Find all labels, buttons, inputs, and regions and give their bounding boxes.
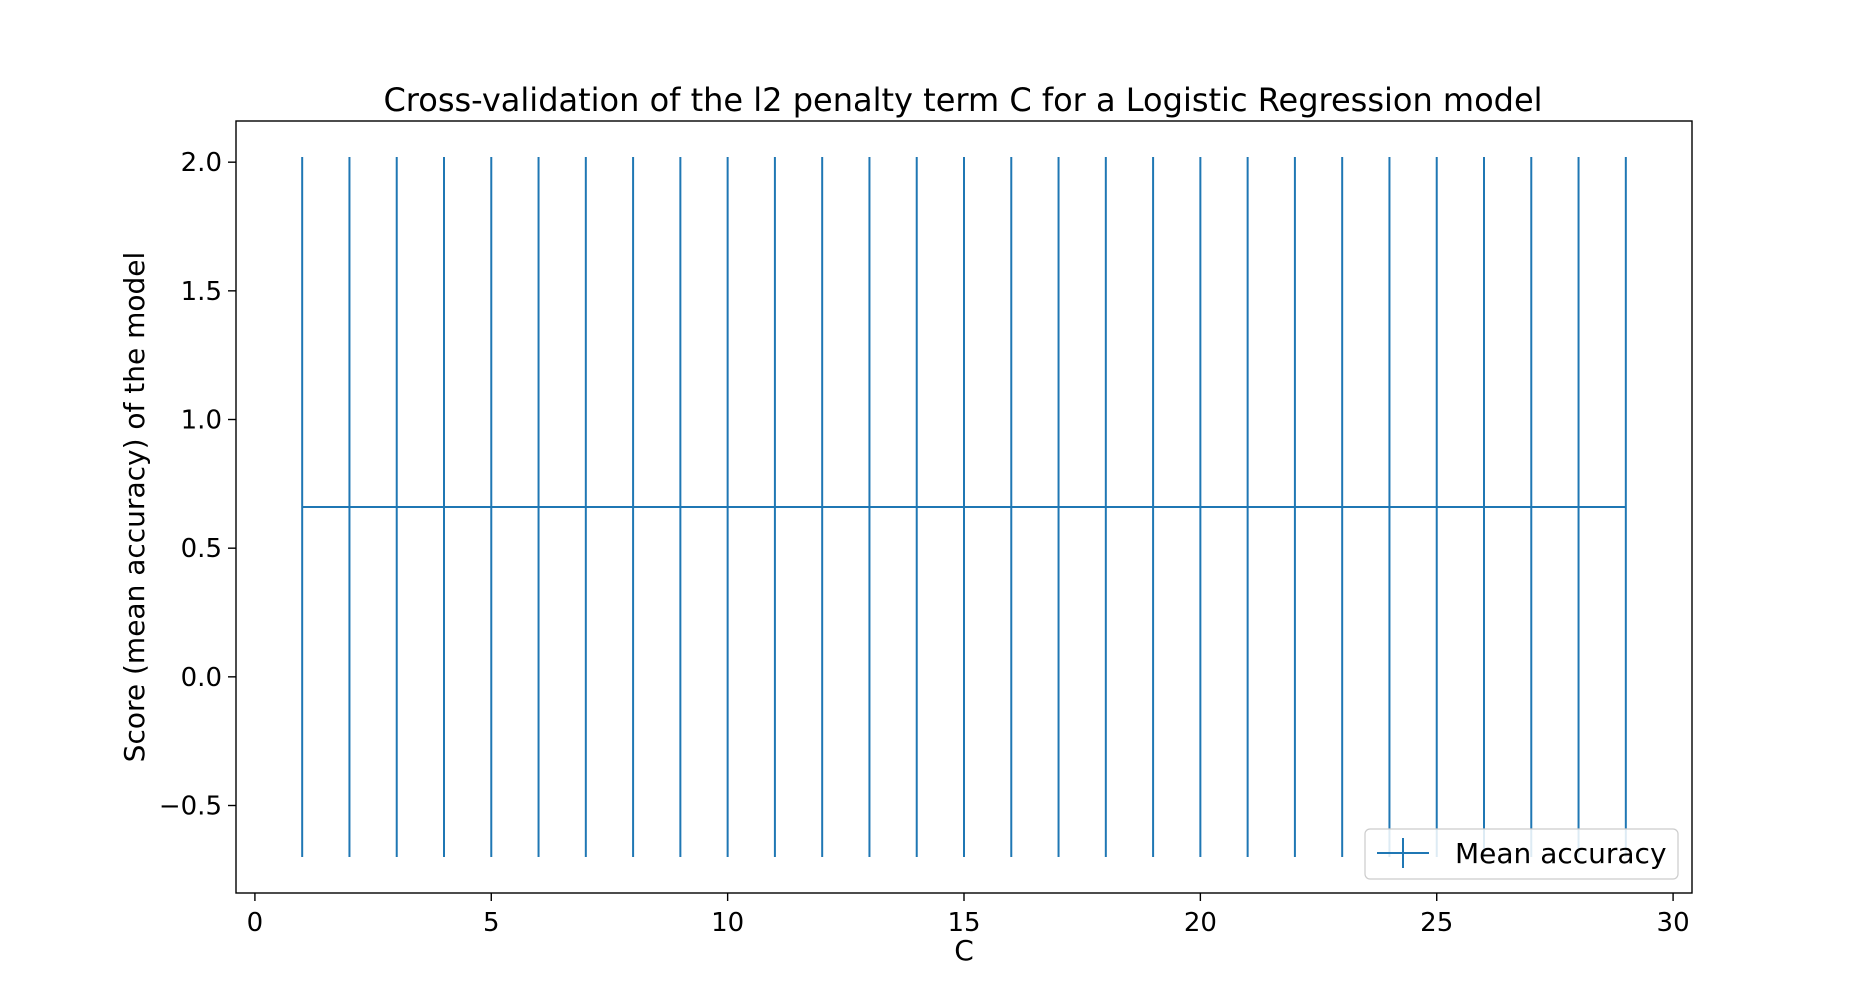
- plot-marks: [301, 157, 1627, 857]
- legend-label-mean-accuracy: Mean accuracy: [1455, 837, 1667, 870]
- x-tick-label: 10: [711, 908, 744, 938]
- legend: Mean accuracy: [1364, 828, 1679, 880]
- y-tick-label: 1.5: [181, 277, 222, 307]
- y-tick-label: 1.0: [181, 406, 222, 436]
- x-tick-label: 5: [483, 908, 500, 938]
- y-tick-label: −0.5: [159, 792, 222, 822]
- y-axis-label: Score (mean accuracy) of the model: [118, 252, 151, 763]
- y-tick-label: 0.0: [181, 663, 222, 693]
- y-tick-label: 0.5: [181, 534, 222, 564]
- x-tick-label: 30: [1657, 908, 1690, 938]
- x-tick-label: 20: [1184, 908, 1217, 938]
- x-axis: 0 5 10 15 20 25 30: [247, 893, 1690, 938]
- y-tick-label: 2.0: [181, 148, 222, 178]
- x-tick-label: 25: [1420, 908, 1453, 938]
- chart-title: Cross-validation of the l2 penalty term …: [383, 81, 1542, 119]
- x-tick-label: 15: [947, 908, 980, 938]
- x-tick-label: 0: [247, 908, 264, 938]
- y-axis: −0.5 0.0 0.5 1.0 1.5 2.0: [159, 148, 236, 822]
- x-axis-label: C: [954, 934, 974, 967]
- legend-box: [1364, 828, 1679, 880]
